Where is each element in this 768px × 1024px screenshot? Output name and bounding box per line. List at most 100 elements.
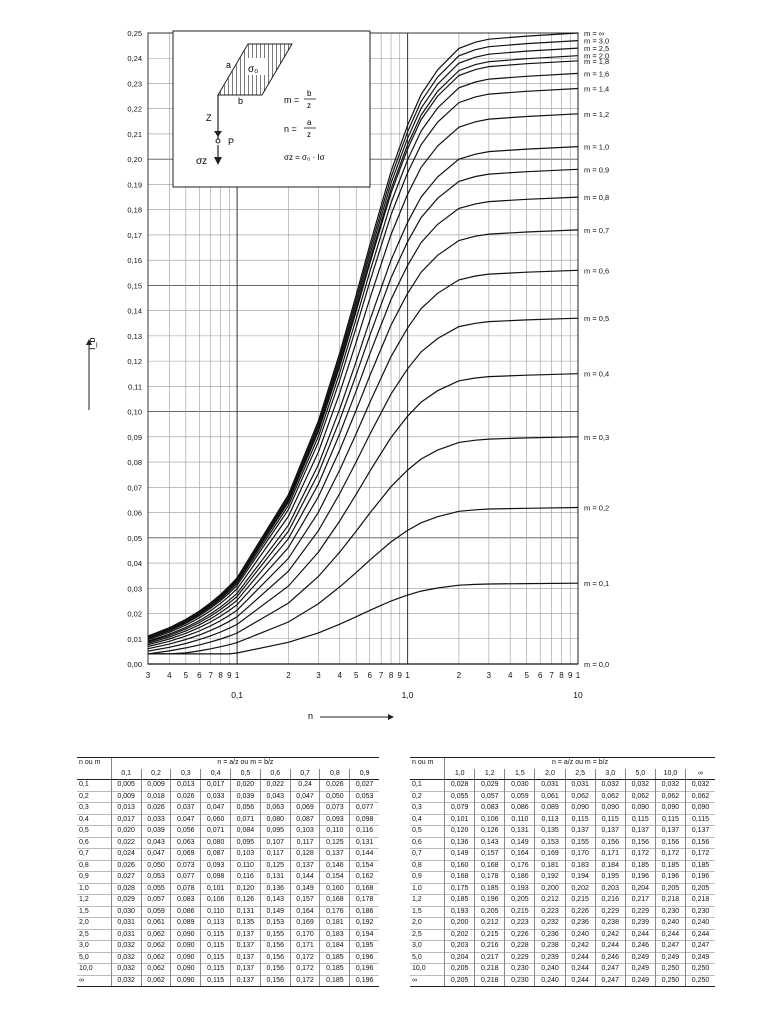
table-cell: 0,195 bbox=[349, 940, 379, 952]
table-cell: 0,250 bbox=[654, 963, 686, 975]
table-cell: 0,226 bbox=[564, 905, 596, 918]
table-cell: 0,193 bbox=[444, 905, 475, 918]
table-cell: 0,056 bbox=[230, 802, 261, 814]
table-row: 0,1 0,005 0,009 0,013 0,017 0,020 0,022 0,24 0,0… bbox=[77, 779, 379, 791]
table-cell: 0,098 bbox=[349, 813, 379, 826]
y-tick-label: 0,04 bbox=[127, 559, 142, 568]
table-cell: 0,062 bbox=[140, 951, 171, 964]
y-tick-label: 0,02 bbox=[127, 610, 142, 619]
table-cell: 0,155 bbox=[259, 928, 291, 941]
table-cell: 0,244 bbox=[564, 974, 596, 987]
table-cell: 0,077 bbox=[349, 802, 379, 814]
table-cell: 0,062 bbox=[564, 790, 596, 803]
table-cell: 0,120 bbox=[444, 825, 475, 837]
table-row-key: 0,2 bbox=[77, 790, 112, 803]
table-cell: 0,156 bbox=[259, 963, 291, 975]
curve-line bbox=[147, 196, 579, 644]
table-cell: 0,215 bbox=[474, 928, 505, 941]
curve-label: m = 0,0 bbox=[584, 660, 609, 669]
curve-label: m = 0,2 bbox=[584, 504, 609, 513]
table-cell: 0,031 bbox=[564, 779, 596, 791]
table-row-key: 2,0 bbox=[77, 917, 112, 929]
x-decade-label: 10 bbox=[573, 690, 583, 700]
x-tick-label: 6 bbox=[368, 671, 373, 680]
table-cell: 0,223 bbox=[534, 905, 566, 918]
table-cell: 0,250 bbox=[685, 963, 715, 975]
table-cell: 0,168 bbox=[319, 894, 350, 906]
chart-curves bbox=[147, 32, 579, 665]
table-cell: 0,125 bbox=[319, 836, 350, 849]
inset-z-label: Z bbox=[206, 113, 212, 123]
table-cell: 0,154 bbox=[319, 871, 350, 883]
table-cell: 0,178 bbox=[474, 871, 505, 883]
table-cell: 0,181 bbox=[319, 917, 350, 929]
table-row-key: 1,5 bbox=[410, 905, 445, 918]
table-row: 0,8 0,160 0,168 0,176 0,181 0,183 0,184 0,185 0,… bbox=[410, 859, 715, 872]
table-cell: 0,115 bbox=[200, 940, 231, 952]
table-cell: 0,176 bbox=[504, 859, 535, 872]
table-cell: 0,172 bbox=[685, 848, 715, 860]
table-cell: 0,005 bbox=[110, 779, 142, 791]
table-cell: 0,115 bbox=[200, 963, 231, 975]
table-cell: 0,090 bbox=[594, 802, 626, 814]
table-cell: 0,078 bbox=[170, 882, 201, 895]
table-cell: 0,194 bbox=[349, 928, 379, 941]
curve-line bbox=[147, 317, 579, 650]
y-tick-label: 0,05 bbox=[127, 534, 142, 543]
table-cell: 0,055 bbox=[444, 790, 475, 803]
table-row-key: ∞ bbox=[410, 974, 445, 987]
table-cell: 0,203 bbox=[444, 940, 475, 952]
curve-label: m = 3,0 bbox=[584, 37, 609, 46]
x-tick-label: 6 bbox=[197, 671, 202, 680]
curve-line bbox=[147, 146, 579, 642]
table-row-key: 0,1 bbox=[410, 779, 445, 791]
table-row-key: 0,2 bbox=[410, 790, 445, 803]
table-cell: 0,143 bbox=[474, 836, 505, 849]
table-row: 2,5 0,202 0,215 0,226 0,236 0,240 0,242 0,244 0,… bbox=[410, 928, 715, 941]
table-cell: 0,053 bbox=[140, 871, 171, 883]
table-cell: 0,171 bbox=[289, 940, 320, 952]
y-tick-label: 0,12 bbox=[127, 357, 142, 366]
table-cell: 0,020 bbox=[230, 779, 261, 791]
table-cell: 0,236 bbox=[534, 928, 566, 941]
table-cell: 0,087 bbox=[289, 813, 320, 826]
table-row: 1,2 0,185 0,196 0,205 0,212 0,215 0,216 0,217 0,… bbox=[410, 894, 715, 906]
table-row-key: 5,0 bbox=[410, 951, 445, 964]
table-cell: 0,185 bbox=[474, 882, 505, 895]
table-cell: 0,062 bbox=[140, 928, 171, 941]
table-column-header: 0,7 bbox=[289, 768, 320, 780]
table-group-header: n = a/z ou m = b/z bbox=[110, 757, 379, 769]
table-column-header: 1,2 bbox=[474, 768, 505, 780]
table-cell: 0,030 bbox=[110, 905, 142, 918]
table-row-key: 1,2 bbox=[410, 894, 445, 906]
y-tick-label: 0,20 bbox=[127, 155, 142, 164]
table-cell: 0,205 bbox=[654, 882, 686, 895]
table-cell: 0,230 bbox=[685, 905, 715, 918]
curve-line bbox=[147, 168, 579, 643]
table-cell: 0,113 bbox=[200, 917, 231, 929]
table-cell: 0,230 bbox=[504, 963, 535, 975]
table-column-header: 0,9 bbox=[349, 768, 379, 780]
y-tick-label: 0,24 bbox=[127, 54, 142, 63]
table-column-header: ∞ bbox=[685, 768, 715, 780]
table-row-key: 1,2 bbox=[77, 894, 112, 906]
table-cell: 0,239 bbox=[534, 951, 566, 964]
table-cell: 0,115 bbox=[685, 813, 715, 826]
table-cell: 0,196 bbox=[685, 871, 715, 883]
table-row: 1,0 0,175 0,185 0,193 0,200 0,202 0,203 0,204 0,… bbox=[410, 882, 715, 895]
y-axis-arrow-head bbox=[86, 339, 92, 345]
table-cell: 0,228 bbox=[504, 940, 535, 952]
table-cell: 0,032 bbox=[594, 779, 626, 791]
table-cell: 0,073 bbox=[170, 859, 201, 872]
table-cell: 0,238 bbox=[594, 917, 626, 929]
table-cell: 0,115 bbox=[200, 974, 231, 987]
curve-label: m = ∞ bbox=[584, 29, 604, 38]
table-row: 2,5 0,031 0,062 0,090 0,115 0,137 0,155 0,170 0,… bbox=[77, 928, 379, 941]
table-cell: 0,247 bbox=[685, 940, 715, 952]
table-column-header: 0,3 bbox=[170, 768, 201, 780]
table-cell: 0,172 bbox=[654, 848, 686, 860]
table-row-key: 2,0 bbox=[410, 917, 445, 929]
table-cell: 0,200 bbox=[534, 882, 566, 895]
table-cell: 0,101 bbox=[200, 882, 231, 895]
table-cell: 0,137 bbox=[319, 848, 350, 860]
